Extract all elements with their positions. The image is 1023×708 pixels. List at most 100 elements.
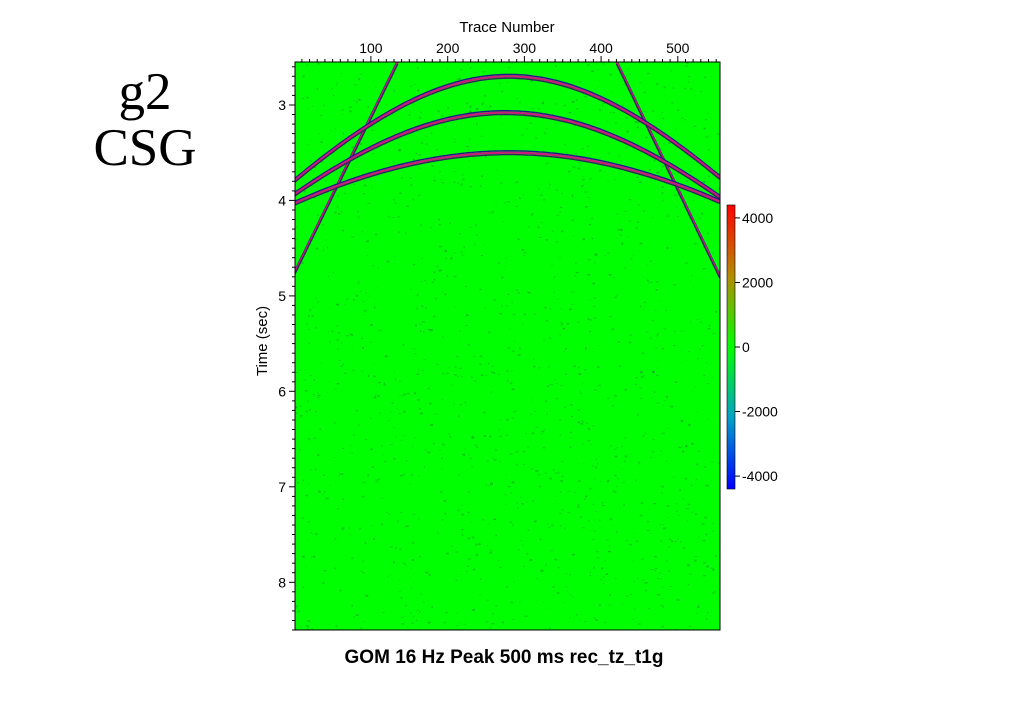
noise-speck <box>464 623 466 626</box>
noise-speck <box>319 428 321 430</box>
noise-speck <box>665 560 669 562</box>
noise-speck <box>449 182 451 184</box>
noise-speck <box>476 123 478 126</box>
noise-speck <box>372 375 376 377</box>
noise-speck <box>543 307 547 309</box>
noise-speck <box>613 491 617 493</box>
noise-speck <box>374 396 377 399</box>
noise-speck <box>554 103 557 105</box>
noise-speck <box>333 422 336 424</box>
noise-speck <box>364 542 367 544</box>
noise-speck <box>389 574 392 576</box>
noise-speck <box>317 454 320 456</box>
noise-speck <box>714 555 717 557</box>
noise-speck <box>464 448 466 450</box>
noise-speck <box>662 586 664 588</box>
noise-speck <box>415 324 417 327</box>
noise-speck <box>666 427 669 429</box>
noise-speck <box>705 136 709 138</box>
noise-speck <box>461 183 463 185</box>
noise-speck <box>591 70 594 73</box>
noise-speck <box>606 539 609 541</box>
noise-speck <box>711 461 714 463</box>
noise-speck <box>598 384 601 387</box>
noise-speck <box>402 562 406 565</box>
noise-speck <box>703 375 705 377</box>
noise-speck <box>308 429 310 431</box>
noise-speck <box>374 306 376 309</box>
noise-speck <box>602 62 605 65</box>
plot-area <box>295 62 720 630</box>
noise-speck <box>378 329 382 332</box>
noise-speck <box>550 383 553 385</box>
noise-speck <box>712 332 715 334</box>
noise-speck <box>426 283 428 285</box>
noise-speck <box>383 384 387 386</box>
noise-speck <box>668 142 671 144</box>
noise-speck <box>417 408 420 410</box>
noise-speck <box>414 392 416 395</box>
noise-speck <box>384 355 388 358</box>
noise-speck <box>482 102 485 104</box>
noise-speck <box>560 308 562 309</box>
event-direct-right <box>615 62 720 278</box>
noise-speck <box>549 308 552 310</box>
noise-speck <box>365 292 367 294</box>
noise-speck <box>375 233 378 236</box>
noise-speck <box>468 111 472 113</box>
noise-speck <box>453 181 456 183</box>
noise-speck <box>625 540 629 541</box>
noise-speck <box>515 463 518 466</box>
noise-speck <box>553 379 557 380</box>
noise-speck <box>549 183 551 186</box>
noise-speck <box>509 382 513 385</box>
noise-speck <box>420 593 423 596</box>
noise-speck <box>589 572 591 573</box>
noise-speck <box>694 556 698 557</box>
noise-speck <box>684 65 688 67</box>
noise-speck <box>448 433 451 435</box>
noise-speck <box>395 436 398 438</box>
noise-speck <box>361 231 363 233</box>
noise-speck <box>361 370 363 373</box>
noise-speck <box>486 599 489 601</box>
noise-speck <box>354 84 357 86</box>
noise-speck <box>468 557 471 560</box>
noise-speck <box>648 169 651 171</box>
noise-speck <box>418 154 422 156</box>
noise-speck <box>481 519 485 521</box>
noise-speck <box>583 463 585 464</box>
noise-speck <box>589 487 592 490</box>
noise-speck <box>351 349 353 350</box>
noise-speck <box>687 75 691 78</box>
noise-speck <box>535 470 539 472</box>
noise-speck <box>618 155 621 157</box>
noise-speck <box>412 616 414 618</box>
noise-speck <box>712 522 715 525</box>
noise-speck <box>371 525 374 527</box>
colorbar-tick-label: 0 <box>742 339 750 355</box>
noise-speck <box>552 469 555 471</box>
noise-speck <box>359 527 362 530</box>
noise-speck <box>654 556 657 558</box>
noise-speck <box>456 625 459 627</box>
noise-speck <box>475 543 478 546</box>
noise-speck <box>310 531 313 533</box>
noise-speck <box>511 481 515 484</box>
noise-speck <box>522 322 524 324</box>
noise-speck <box>418 627 420 628</box>
noise-speck <box>522 503 524 505</box>
noise-speck <box>417 518 420 520</box>
noise-speck <box>343 193 346 194</box>
noise-speck <box>640 398 643 399</box>
noise-speck <box>505 503 507 505</box>
noise-speck <box>435 413 438 415</box>
noise-speck <box>559 434 561 437</box>
noise-speck <box>437 110 440 113</box>
noise-speck <box>465 571 468 572</box>
noise-speck <box>507 293 510 295</box>
noise-speck <box>410 184 413 186</box>
noise-speck <box>674 541 677 542</box>
noise-speck <box>565 152 568 154</box>
noise-speck <box>307 144 310 146</box>
